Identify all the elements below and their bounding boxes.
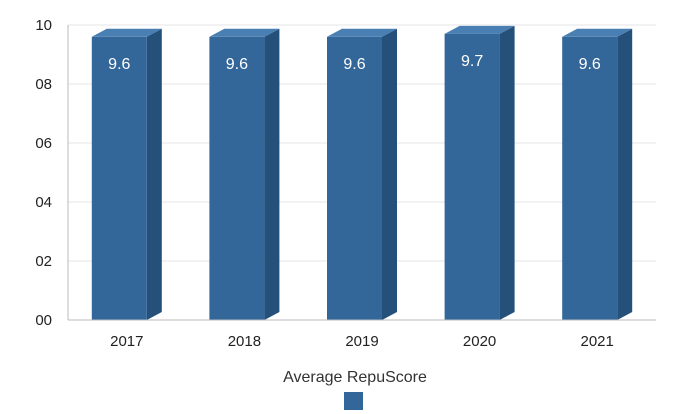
- y-tick-label: 08: [35, 76, 52, 93]
- bar-front: [209, 36, 265, 321]
- bar-side: [264, 28, 280, 321]
- data-label: 9.6: [579, 56, 601, 73]
- y-tick-label: 10: [35, 17, 52, 34]
- bar-side: [146, 28, 162, 321]
- x-tick-label: 2021: [581, 333, 614, 350]
- y-tick-label: 00: [35, 312, 52, 329]
- data-label: 9.6: [343, 56, 365, 73]
- bar-2020: 9.7: [444, 25, 515, 320]
- bars: 9.6 9.6 9.6 9.7 9.6: [91, 25, 633, 321]
- bar-side: [382, 28, 397, 321]
- x-tick-label: 2018: [228, 333, 261, 350]
- legend: Average RepuScore: [283, 369, 427, 410]
- bar-front: [91, 36, 147, 321]
- bar-top: [209, 28, 280, 37]
- y-tick-label: 06: [35, 135, 52, 152]
- data-label: 9.7: [461, 53, 483, 70]
- bar-side: [617, 28, 633, 321]
- y-tick-label: 04: [35, 194, 52, 211]
- bar-top: [444, 25, 515, 34]
- bar-2019: 9.6: [327, 28, 397, 321]
- bar-front: [562, 36, 618, 321]
- data-label: 9.6: [226, 56, 248, 73]
- legend-label: Average RepuScore: [283, 369, 427, 386]
- bar-2017: 9.6: [91, 28, 162, 321]
- bar-top: [327, 28, 397, 37]
- bar-top: [91, 28, 162, 37]
- y-tick-label: 02: [35, 253, 52, 270]
- bar-2021: 9.6: [562, 28, 633, 321]
- data-label: 9.6: [108, 56, 130, 73]
- bar-2018: 9.6: [209, 28, 280, 321]
- bar-side: [499, 25, 515, 320]
- x-tick-label: 2020: [463, 333, 496, 350]
- y-axis-ticks: 00 02 04 06 08 10: [35, 17, 52, 329]
- bar-front: [327, 36, 382, 321]
- x-tick-label: 2019: [345, 333, 378, 350]
- legend-swatch: [344, 392, 363, 410]
- bar-top: [562, 28, 633, 37]
- x-axis-ticks: 2017 2018 2019 2020 2021: [110, 333, 614, 350]
- bar-front: [444, 33, 500, 320]
- x-tick-label: 2017: [110, 333, 143, 350]
